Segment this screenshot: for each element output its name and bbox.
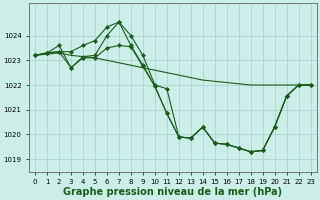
X-axis label: Graphe pression niveau de la mer (hPa): Graphe pression niveau de la mer (hPa) — [63, 187, 282, 197]
